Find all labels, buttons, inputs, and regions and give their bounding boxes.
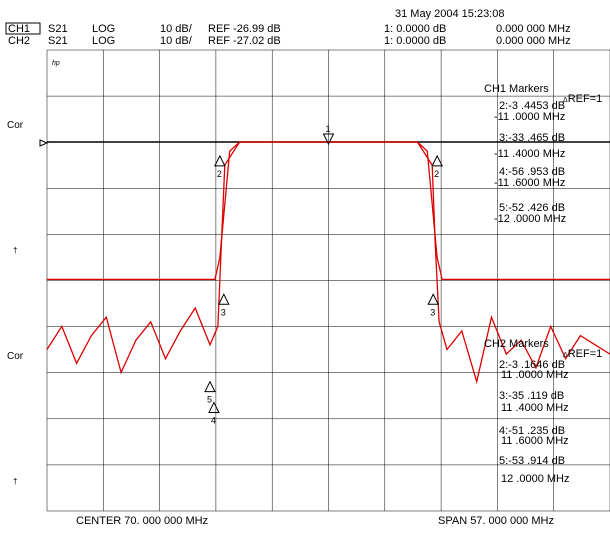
- cor-label-ch1: Cor: [7, 120, 24, 131]
- ch1-marker-2-freq: -11 .0000 MHz: [494, 111, 565, 123]
- ch2-marker-freq: 0.000 000 MHz: [496, 35, 571, 47]
- ch2-marker-3-amp: 3:-35 .119 dB: [499, 390, 564, 402]
- ch1-marker-3-freq: -11 .4000 MHz: [494, 148, 565, 160]
- ch1-marker-4-freq: -11 .6000 MHz: [494, 177, 565, 189]
- ch1-marker-4-amp: 4:-56 .953 dB: [499, 166, 565, 178]
- ch1-marker-5-amp: 5:-52 .426 dB: [499, 202, 565, 214]
- ch1-marker-freq: 0.000 000 MHz: [496, 23, 571, 35]
- ch2-marker-4-amp: 4:-51 .235 dB: [499, 425, 565, 437]
- ch1-name: CH1: [8, 23, 30, 35]
- marker-3-icon: [217, 293, 230, 305]
- marker-3-number: 3: [221, 307, 226, 317]
- ch2-marker-5-amp: 5:-53 .914 dB: [499, 455, 565, 467]
- ch1-scale: 10 dB/: [160, 23, 193, 35]
- ch2-marker-amp: 1: 0.0000 dB: [384, 35, 446, 47]
- ch1-param: S21: [48, 23, 68, 35]
- marker-3-icon: [427, 293, 440, 305]
- cor-label-ch2: Cor: [7, 351, 24, 362]
- ch1-marker-amp: 1: 0.0000 dB: [384, 23, 446, 35]
- ch2-format: LOG: [92, 35, 115, 47]
- hp-mark: hp: [52, 60, 60, 67]
- marker-4-number: 4: [211, 416, 216, 426]
- traces-layer: [46, 141, 610, 385]
- ch1-active-box: [5, 22, 41, 35]
- ch2-marker-5-freq: 12 .0000 MHz: [501, 473, 569, 485]
- ref-pointer-icon: [39, 139, 49, 147]
- ch1-ref-label: ΔREF=1: [563, 93, 602, 105]
- marker-glyphs-layer: 1 2 2 3 3 4 5: [204, 124, 443, 426]
- marker-4-icon: [208, 401, 220, 414]
- ch1-ref: REF -26.99 dB: [208, 23, 281, 35]
- ch2-marker-2-amp: 2:-3 .1646 dB: [499, 359, 565, 371]
- marker-2-icon: [431, 154, 443, 167]
- left-mark-1: †: [13, 246, 17, 255]
- marker-1-icon: [322, 133, 335, 146]
- marker-2-number: 2: [217, 169, 222, 179]
- ch1-marker-5-freq: -12 .0000 MHz: [494, 213, 566, 225]
- ch2-name: CH2: [8, 35, 30, 47]
- ch2-marker-3-freq: 11 .4000 MHz: [501, 402, 569, 414]
- ch2-ref: REF -27.02 dB: [208, 35, 281, 47]
- span-frequency-label: SPAN 57. 000 000 MHz: [438, 515, 554, 527]
- ch1-format: LOG: [92, 23, 115, 35]
- ch2-scale: 10 dB/: [160, 35, 193, 47]
- trace-ch2: [46, 141, 610, 385]
- marker-1-number: 1: [326, 124, 331, 134]
- ch1-marker-3-amp: 3:-33 .465 dB: [499, 132, 565, 144]
- left-mark-2: †: [13, 477, 17, 486]
- marker-5-icon: [204, 380, 216, 393]
- ch2-param: S21: [48, 35, 68, 47]
- center-frequency-label: CENTER 70. 000 000 MHz: [76, 515, 208, 527]
- ch2-marker-4-freq: 11 .6000 MHz: [501, 435, 569, 447]
- marker-2-icon: [214, 154, 226, 167]
- marker-3-number: 3: [430, 307, 435, 317]
- marker-5-number: 5: [207, 395, 212, 405]
- ch2-marker-2-freq: 11 .0000 MHz: [501, 369, 569, 381]
- ch2-markers-title: CH2 Markers: [484, 338, 549, 350]
- ch1-marker-2-amp: 2:-3 .4453 dB: [499, 100, 565, 112]
- ch2-ref-label: ΔREF=1: [563, 348, 602, 360]
- datetime-label: 31 May 2004 15:23:08: [395, 8, 504, 20]
- marker-2-number: 2: [434, 169, 439, 179]
- ch1-markers-title: CH1 Markers: [484, 83, 549, 95]
